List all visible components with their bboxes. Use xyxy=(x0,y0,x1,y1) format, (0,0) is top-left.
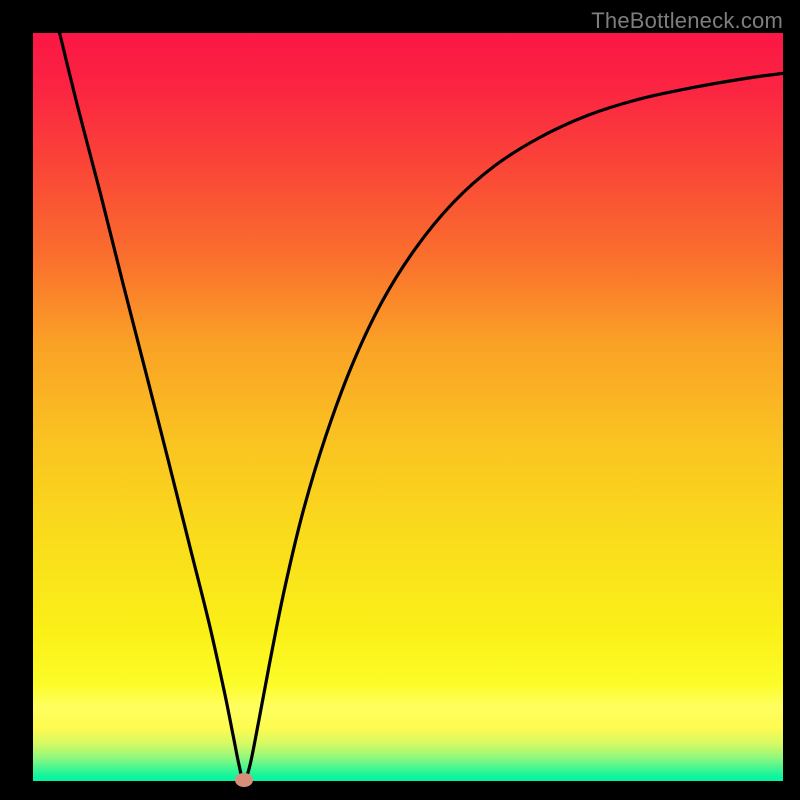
curve-path xyxy=(60,33,783,781)
optimum-marker xyxy=(235,773,253,787)
watermark-text: TheBottleneck.com xyxy=(591,8,783,34)
bottleneck-curve xyxy=(33,33,783,781)
